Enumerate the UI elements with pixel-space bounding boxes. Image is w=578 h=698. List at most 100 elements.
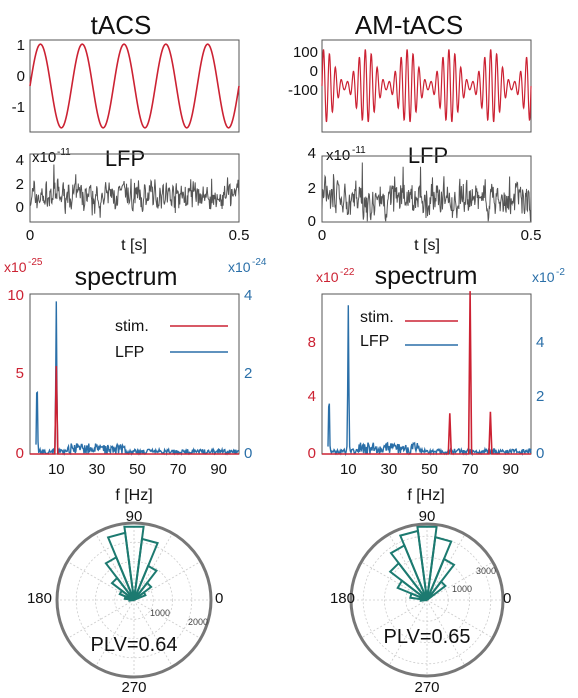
- polar-spoke: [133, 599, 173, 667]
- tacs-lfp-title: LFP: [105, 146, 145, 171]
- amtacs-polar-panel: 90 180 0 270 1000 3000 PLV=0.65: [330, 508, 511, 696]
- polar-spoke: [133, 599, 201, 639]
- spectrum-xtick: 70: [462, 461, 479, 478]
- amtacs-spec-title: spectrum: [375, 262, 478, 290]
- amtacs-spec-xlabel: f [Hz]: [407, 487, 444, 504]
- amtacs-stim-ytick-0: 0: [310, 63, 318, 80]
- tacs-polar-panel: 90 180 0 270 1000 2000 PLV=0.64: [27, 508, 223, 696]
- tacs-spec-stim-series: [30, 365, 239, 455]
- polar-ring: [114, 580, 154, 620]
- amtacs-spec-rt-0: 0: [536, 445, 544, 462]
- tacs-lfp-panel: x10 -11 LFP 4 2 0 0 0.5 t [s]: [16, 146, 250, 254]
- amtacs-stim-ytick-neg100: -100: [288, 82, 318, 99]
- tacs-spec-left-exp: -25: [28, 257, 43, 268]
- polar-spoke: [360, 599, 428, 639]
- amtacs-spec-lt-4: 4: [308, 388, 316, 405]
- tacs-lfp-xlabel: t [s]: [121, 237, 147, 254]
- amtacs-spec-lfp-series: [327, 305, 532, 457]
- amtacs-lfp-ytick-2: 2: [308, 180, 316, 197]
- amtacs-spec-right-exp: -2: [556, 267, 565, 278]
- tacs-stim-series: [29, 43, 240, 129]
- polar-bin: [409, 592, 428, 601]
- amtacs-lfp-xtick-05: 0.5: [521, 227, 542, 244]
- amtacs-polar-90: 90: [419, 508, 436, 525]
- tacs-polar-90: 90: [126, 508, 143, 525]
- tacs-spec-xticks: 10 30 50 70 90: [48, 461, 227, 478]
- spectrum-xtick: 90: [210, 461, 227, 478]
- polar-spoke: [426, 533, 466, 601]
- amtacs-polar-270: 270: [414, 679, 439, 696]
- tacs-stim-ytick-neg1: -1: [12, 99, 25, 116]
- tacs-spec-rt-4: 4: [244, 287, 252, 304]
- tacs-legend-stim: stim.: [115, 318, 149, 335]
- polar-bin: [128, 598, 135, 602]
- tacs-polar-270: 270: [121, 679, 146, 696]
- polar-spoke: [67, 561, 135, 601]
- amtacs-stim-panel: 100 0 -100: [288, 39, 532, 133]
- amtacs-lfp-axes: [321, 155, 532, 223]
- tacs-lfp-xtick-05: 0.5: [229, 227, 250, 244]
- tacs-plv: PLV=0.64: [91, 634, 178, 656]
- polar-spoke: [426, 599, 494, 639]
- polar-ring: [95, 561, 173, 639]
- polar-spoke: [426, 599, 466, 667]
- amtacs-plv: PLV=0.65: [384, 626, 471, 648]
- tacs-spec-right-exp: -24: [252, 257, 267, 268]
- amtacs-polar-180: 180: [330, 590, 355, 607]
- spectrum-xtick: 50: [129, 461, 146, 478]
- polar-spoke: [133, 533, 173, 601]
- tacs-polar-180: 180: [27, 590, 52, 607]
- polar-spoke: [388, 533, 428, 601]
- spectrum-xtick: 30: [381, 461, 398, 478]
- tacs-stim-panel: 1 0 -1: [12, 37, 240, 133]
- amtacs-polar-r-1000: 1000: [452, 584, 472, 594]
- spectrum-xtick: 90: [502, 461, 519, 478]
- amtacs-lfp-scale-exp: -11: [352, 145, 366, 156]
- polar-spoke: [388, 599, 428, 667]
- amtacs-spectrum-panel: x10 -22 spectrum x10 -2 8 4 0 4 2 0 10 30…: [308, 262, 566, 504]
- amtacs-spec-xticks: 10 30 50 70 90: [340, 461, 519, 478]
- amtacs-spec-axes: [321, 293, 532, 455]
- amtacs-spec-rt-4: 4: [536, 334, 544, 351]
- tacs-spec-left-scale: x10: [4, 259, 27, 275]
- tacs-lfp-scale: x10: [32, 149, 56, 166]
- amtacs-spec-right-scale: x10: [532, 269, 555, 285]
- tacs-spec-lt-5: 5: [16, 365, 24, 382]
- tacs-polar-r-1000: 1000: [150, 608, 170, 618]
- tacs-lfp-ytick-2: 2: [16, 176, 24, 193]
- amtacs-legend-lfp: LFP: [360, 333, 389, 350]
- tacs-lfp-ytick-4: 4: [16, 152, 24, 169]
- tacs-title: tACS: [91, 10, 152, 40]
- tacs-spec-right-scale: x10: [228, 259, 251, 275]
- polar-outer-ring: [349, 522, 505, 678]
- tacs-spec-lt-0: 0: [16, 445, 24, 462]
- polar-outer-ring: [55, 521, 213, 679]
- amtacs-stim-ytick-100: 100: [293, 44, 318, 61]
- tacs-lfp-ytick-0: 0: [16, 199, 24, 216]
- amtacs-polar-0: 0: [503, 590, 511, 607]
- amtacs-spec-left-scale: x10: [316, 269, 339, 285]
- polar-spoke: [95, 599, 135, 667]
- tacs-spec-xlabel: f [Hz]: [115, 487, 152, 504]
- spectrum-xtick: 30: [89, 461, 106, 478]
- amtacs-spec-lt-0: 0: [308, 445, 316, 462]
- amtacs-lfp-xtick-0: 0: [318, 227, 326, 244]
- polar-ring: [362, 535, 492, 665]
- tacs-polar-0: 0: [215, 590, 223, 607]
- tacs-spectrum-panel: x10 -25 spectrum x10 -24 10 5 0 4 2 0 10…: [4, 257, 267, 504]
- spectrum-xtick: 70: [170, 461, 187, 478]
- amtacs-spec-stim-series: [322, 291, 531, 455]
- amtacs-spec-rt-2: 2: [536, 388, 544, 405]
- spectrum-xtick: 50: [421, 461, 438, 478]
- tacs-spec-lt-10: 10: [7, 287, 24, 304]
- tacs-polar-plot: [55, 521, 213, 679]
- tacs-lfp-series: [29, 164, 240, 218]
- amtacs-lfp-series: [321, 162, 532, 222]
- polar-spoke: [67, 599, 135, 639]
- tacs-stim-ytick-1: 1: [17, 37, 25, 54]
- tacs-spec-rt-2: 2: [244, 365, 252, 382]
- amtacs-title: AM-tACS: [355, 10, 463, 40]
- tacs-spec-title: spectrum: [75, 263, 178, 291]
- polar-ring: [383, 557, 470, 644]
